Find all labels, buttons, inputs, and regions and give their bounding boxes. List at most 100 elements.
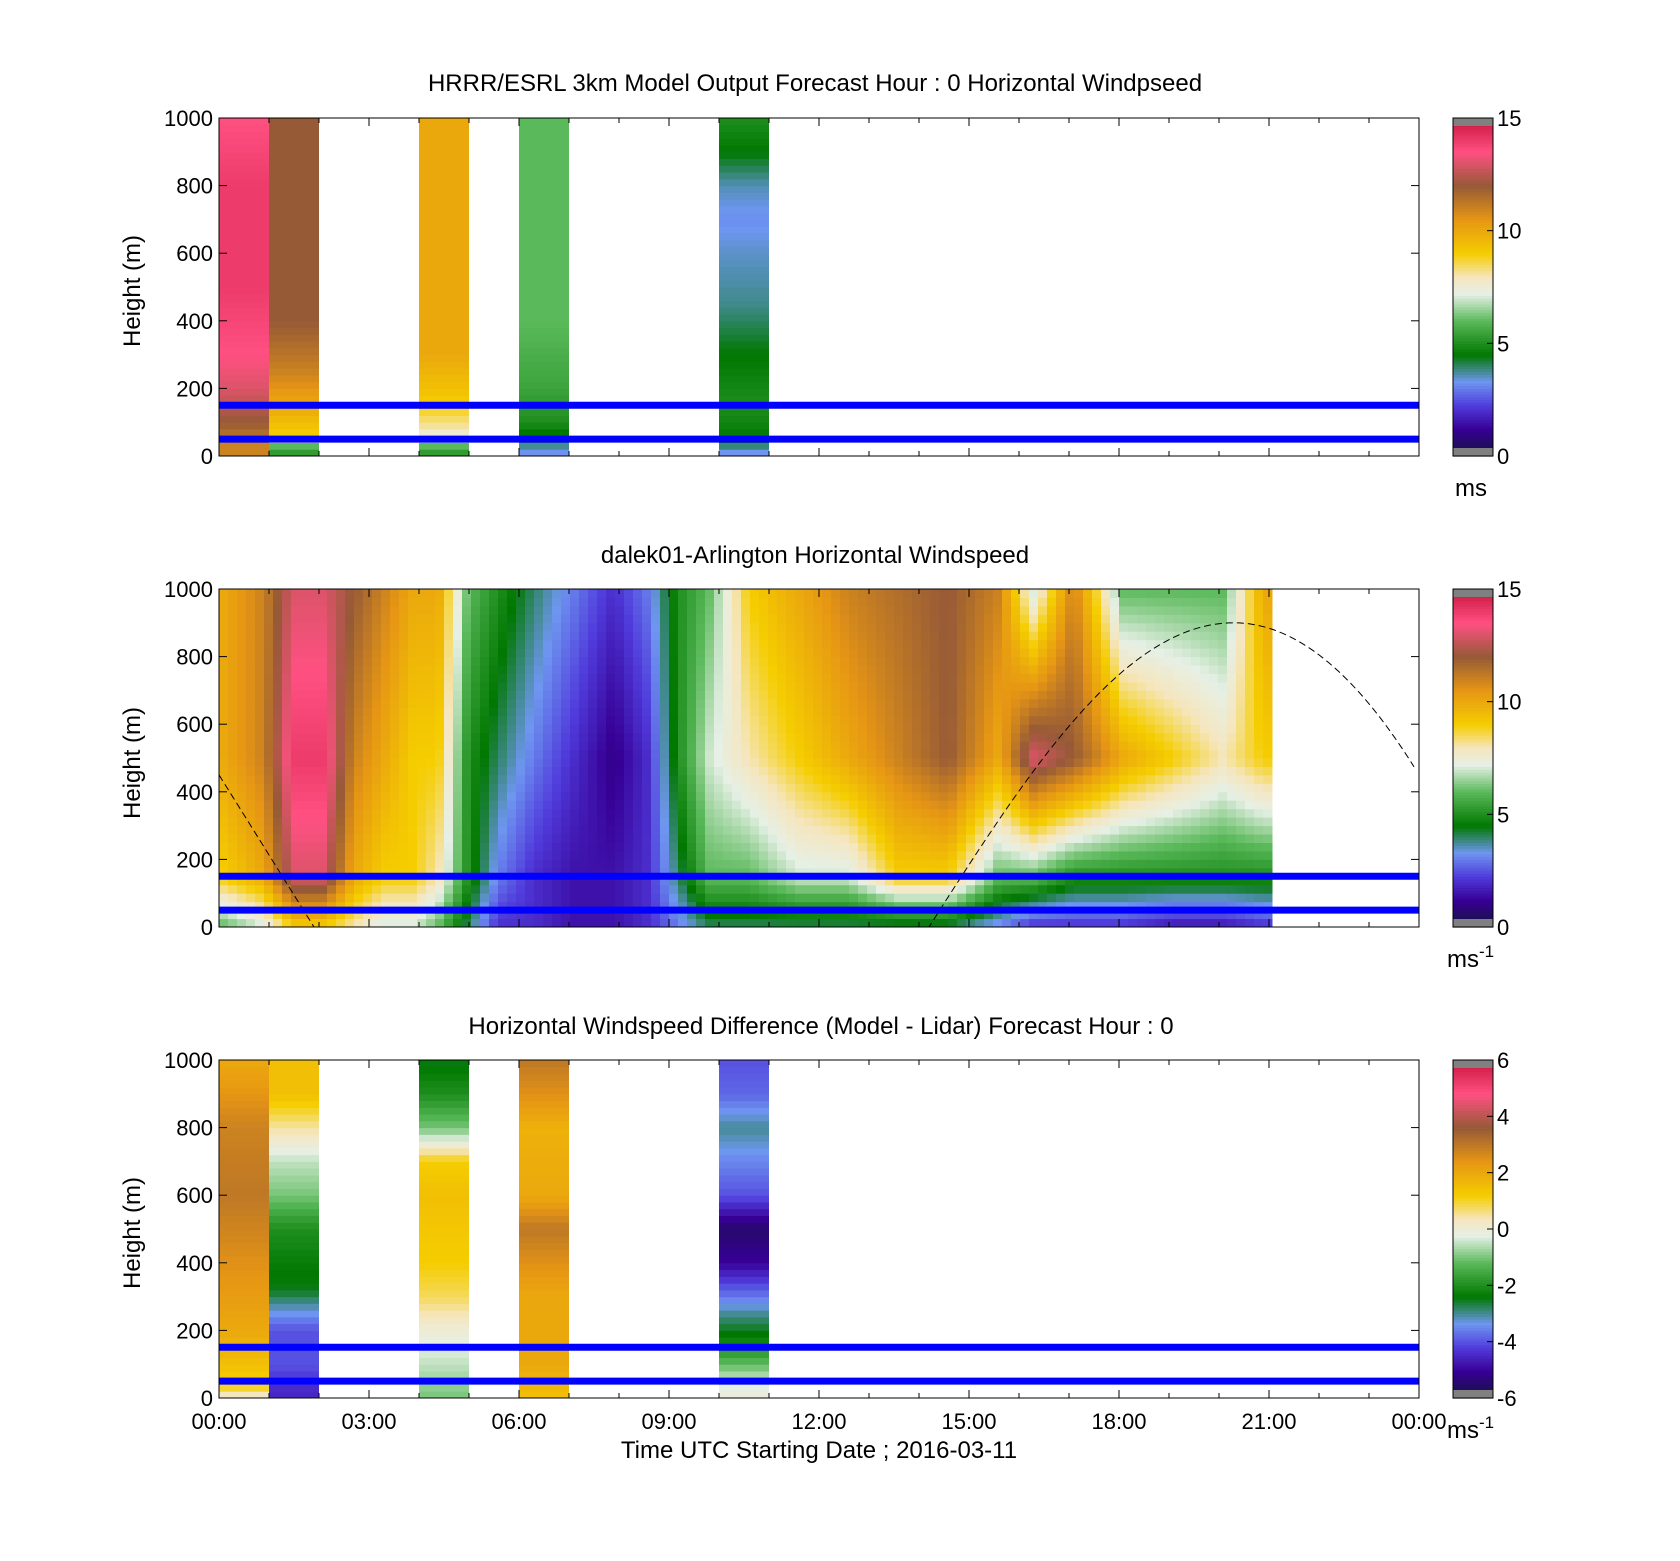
heatmap-cell bbox=[876, 834, 886, 843]
heatmap-cell bbox=[759, 766, 769, 776]
heatmap-cell bbox=[993, 690, 1003, 700]
heatmap-cell bbox=[1083, 842, 1093, 852]
heatmap-cell bbox=[237, 893, 247, 903]
colorbar-segment bbox=[1453, 213, 1493, 218]
heatmap-cell bbox=[519, 395, 569, 403]
heatmap-cell bbox=[1155, 893, 1165, 903]
heatmap-cell bbox=[1200, 707, 1210, 717]
heatmap-cell bbox=[462, 766, 472, 776]
heatmap-cell bbox=[993, 665, 1003, 674]
heatmap-cell bbox=[345, 842, 355, 852]
heatmap-cell bbox=[768, 910, 778, 920]
heatmap-cell bbox=[291, 800, 301, 810]
heatmap-cell bbox=[519, 320, 569, 329]
heatmap-cell bbox=[318, 597, 328, 607]
heatmap-cell bbox=[309, 648, 319, 658]
heatmap-cell bbox=[219, 219, 269, 227]
heatmap-cell bbox=[534, 850, 544, 860]
heatmap-cell bbox=[921, 876, 931, 886]
heatmap-cell bbox=[1182, 622, 1192, 632]
heatmap-cell bbox=[705, 918, 715, 928]
heatmap-cell bbox=[1200, 589, 1210, 598]
heatmap-cell bbox=[741, 749, 751, 759]
heatmap-cell bbox=[269, 192, 319, 200]
heatmap-cell bbox=[894, 774, 904, 784]
heatmap-cell bbox=[588, 834, 598, 843]
heatmap-cell bbox=[1146, 766, 1156, 776]
heatmap-cell bbox=[1047, 715, 1057, 725]
heatmap-cell bbox=[651, 741, 661, 751]
heatmap-cell bbox=[939, 605, 949, 615]
colorbar-segment bbox=[1453, 340, 1493, 344]
heatmap-cell bbox=[1119, 707, 1129, 717]
heatmap-cell bbox=[876, 800, 886, 810]
heatmap-cell bbox=[1002, 724, 1012, 734]
heatmap-cell bbox=[1047, 859, 1057, 869]
heatmap-cell bbox=[372, 724, 382, 734]
heatmap-cell bbox=[327, 732, 337, 742]
heatmap-cell bbox=[282, 783, 292, 793]
heatmap-cell bbox=[678, 614, 688, 624]
heatmap-cell bbox=[273, 631, 283, 641]
heatmap-cell bbox=[822, 589, 832, 598]
heatmap-cell bbox=[489, 783, 499, 793]
heatmap-cell bbox=[408, 690, 418, 700]
heatmap-cell bbox=[1146, 884, 1156, 894]
heatmap-cell bbox=[1101, 614, 1111, 624]
heatmap-cell bbox=[444, 605, 454, 615]
heatmap-cell bbox=[651, 749, 661, 759]
heatmap-cell bbox=[822, 614, 832, 624]
heatmap-cell bbox=[498, 673, 508, 683]
heatmap-cell bbox=[426, 783, 436, 793]
heatmap-cell bbox=[1038, 834, 1048, 843]
heatmap-cell bbox=[345, 791, 355, 801]
heatmap-cell bbox=[642, 631, 652, 641]
heatmap-cell bbox=[912, 766, 922, 776]
heatmap-cell bbox=[561, 842, 571, 852]
heatmap-cell bbox=[849, 817, 859, 827]
heatmap-cell bbox=[813, 690, 823, 700]
heatmap-cell bbox=[822, 893, 832, 903]
heatmap-cell bbox=[399, 867, 409, 877]
heatmap-cell bbox=[849, 774, 859, 784]
heatmap-cell bbox=[597, 783, 607, 793]
heatmap-cell bbox=[561, 783, 571, 793]
heatmap-cell bbox=[723, 741, 733, 751]
colorbar-segment bbox=[1453, 233, 1493, 237]
heatmap-cell bbox=[381, 673, 391, 683]
heatmap-cell bbox=[804, 791, 814, 801]
heatmap-cell bbox=[678, 842, 688, 852]
heatmap-cell bbox=[525, 884, 535, 894]
heatmap-cell bbox=[858, 808, 868, 818]
colorbar-segment bbox=[1453, 394, 1493, 398]
panel-lidar-heatmap bbox=[219, 589, 1273, 928]
heatmap-cell bbox=[1074, 749, 1084, 759]
heatmap-cell bbox=[336, 656, 346, 666]
heatmap-cell bbox=[300, 758, 310, 767]
heatmap-cell bbox=[903, 639, 913, 649]
heatmap-cell bbox=[750, 791, 760, 801]
heatmap-cell bbox=[354, 707, 364, 717]
heatmap-cell bbox=[894, 834, 904, 843]
heatmap-cell bbox=[300, 850, 310, 860]
heatmap-cell bbox=[1101, 867, 1111, 877]
heatmap-cell bbox=[687, 656, 697, 666]
heatmap-cell bbox=[327, 808, 337, 818]
heatmap-cell bbox=[633, 783, 643, 793]
heatmap-cell bbox=[624, 648, 634, 658]
heatmap-cell bbox=[822, 774, 832, 784]
heatmap-cell bbox=[255, 690, 265, 700]
heatmap-cell bbox=[435, 673, 445, 683]
heatmap-cell bbox=[633, 614, 643, 624]
heatmap-cell bbox=[372, 783, 382, 793]
heatmap-cell bbox=[246, 724, 256, 734]
heatmap-cell bbox=[570, 597, 580, 607]
heatmap-cell bbox=[417, 589, 427, 598]
heatmap-cell bbox=[399, 910, 409, 920]
heatmap-cell bbox=[480, 707, 490, 717]
heatmap-cell bbox=[723, 690, 733, 700]
heatmap-cell bbox=[822, 622, 832, 632]
heatmap-cell bbox=[534, 817, 544, 827]
heatmap-cell bbox=[282, 589, 292, 598]
heatmap-cell bbox=[777, 614, 787, 624]
